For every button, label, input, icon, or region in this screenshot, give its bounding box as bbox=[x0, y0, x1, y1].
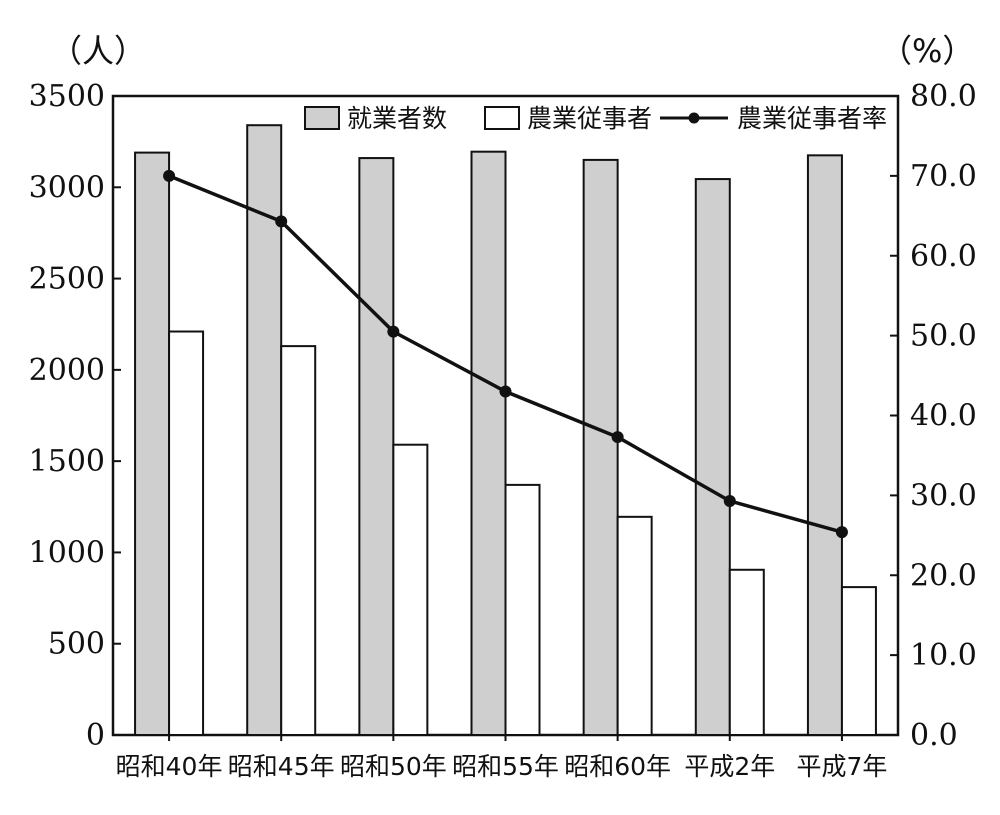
bars-layer bbox=[134, 124, 877, 737]
y-right-tick-label-1: 10.0 bbox=[910, 638, 977, 673]
y-left-tick-label-3: 1500 bbox=[29, 444, 105, 479]
legend-swatch-employed bbox=[304, 106, 340, 130]
x-tick-label-4: 昭和60年 bbox=[564, 752, 671, 781]
bar-employed-1 bbox=[246, 124, 283, 736]
rate-point-3 bbox=[499, 385, 512, 398]
bar-farmers-2 bbox=[392, 443, 429, 736]
bar-farmers-5 bbox=[728, 568, 765, 736]
y-right-tick-label-5: 50.0 bbox=[910, 319, 977, 354]
rate-point-1 bbox=[275, 215, 288, 228]
y-right-tick-label-0: 0.0 bbox=[910, 718, 958, 753]
rate-point-2 bbox=[387, 325, 400, 338]
bar-employed-3 bbox=[470, 150, 507, 737]
legend-label-rate: 農業従事者率 bbox=[737, 104, 887, 133]
y-right-tick-label-3: 30.0 bbox=[910, 478, 977, 513]
bar-employed-0 bbox=[134, 151, 171, 736]
bar-farmers-0 bbox=[168, 330, 205, 736]
legend: 就業者数 農業従事者 農業従事者率 bbox=[304, 104, 887, 133]
bar-employed-6 bbox=[806, 154, 843, 737]
x-tick-label-6: 平成7年 bbox=[796, 752, 887, 781]
y-right-tick-label-4: 40.0 bbox=[910, 399, 977, 434]
y-right-unit-label: （%） bbox=[880, 32, 974, 70]
y-left-tick-label-0: 0 bbox=[86, 718, 105, 753]
y-right-tick-label-7: 70.0 bbox=[910, 159, 977, 194]
rate-point-6 bbox=[835, 526, 848, 539]
y-right-tick-label-8: 80.0 bbox=[910, 79, 977, 114]
legend-label-farmers: 農業従事者 bbox=[527, 104, 652, 133]
y-left-tick-label-2: 1000 bbox=[29, 535, 105, 570]
legend-marker-rate bbox=[688, 112, 700, 124]
y-right-tick-label-6: 60.0 bbox=[910, 239, 977, 274]
x-tick-label-3: 昭和55年 bbox=[452, 752, 559, 781]
bar-farmers-3 bbox=[504, 483, 541, 736]
x-tick-label-5: 平成2年 bbox=[684, 752, 775, 781]
bar-farmers-6 bbox=[840, 586, 877, 736]
ticks-layer: 昭和40年 昭和45年 昭和50年 昭和55年 昭和60年 平成2年 平成7年 0 500 100… bbox=[29, 79, 977, 781]
bar-farmers-4 bbox=[616, 515, 653, 736]
y-left-tick-label-6: 3000 bbox=[29, 170, 105, 205]
rate-point-4 bbox=[611, 431, 624, 444]
bar-employed-5 bbox=[694, 178, 731, 736]
rate-point-0 bbox=[163, 169, 176, 182]
y-right-tick-label-2: 20.0 bbox=[910, 558, 977, 593]
y-left-tick-label-7: 3500 bbox=[29, 79, 105, 114]
x-tick-label-1: 昭和45年 bbox=[228, 752, 335, 781]
bar-employed-4 bbox=[582, 158, 619, 736]
y-left-tick-label-1: 500 bbox=[48, 627, 105, 662]
x-tick-label-2: 昭和50年 bbox=[340, 752, 447, 781]
bar-employed-2 bbox=[358, 157, 395, 736]
x-tick-label-0: 昭和40年 bbox=[116, 752, 223, 781]
y-left-tick-label-5: 2500 bbox=[29, 262, 105, 297]
rate-point-5 bbox=[723, 494, 736, 507]
line-layer bbox=[163, 169, 848, 539]
bar-farmers-1 bbox=[280, 345, 317, 736]
legend-label-employed: 就業者数 bbox=[347, 104, 447, 133]
y-left-unit-label: （人） bbox=[50, 32, 146, 70]
legend-swatch-farmers bbox=[484, 106, 520, 130]
y-left-tick-label-4: 2000 bbox=[29, 353, 105, 388]
